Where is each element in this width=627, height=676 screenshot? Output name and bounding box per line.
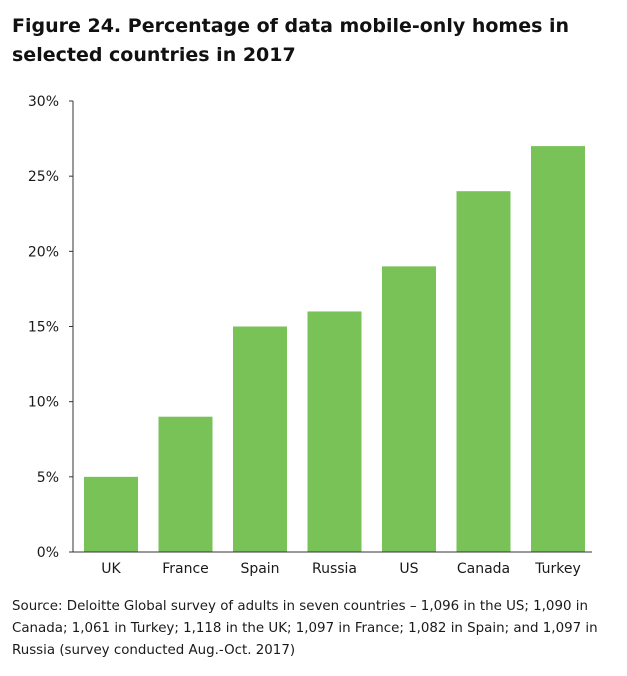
x-tick-label: Russia <box>312 561 357 577</box>
bar-turkey <box>531 146 585 552</box>
chart-title: Figure 24. Percentage of data mobile-onl… <box>12 15 570 66</box>
y-tick-label: 25% <box>28 169 59 185</box>
x-tick-label: Canada <box>457 561 510 577</box>
bar-canada <box>456 191 511 552</box>
source-note: Source: Deloitte Global survey of adults… <box>12 599 598 658</box>
x-axis-labels: UK France Spain Russia US Canada Turkey <box>101 561 581 577</box>
bar-spain <box>233 326 287 552</box>
y-tick-label: 5% <box>37 470 59 486</box>
bar-us <box>382 266 436 552</box>
x-tick-label: UK <box>101 561 121 577</box>
bar-france <box>158 416 213 552</box>
y-axis-ticks: 0% 5% 10% 15% 20% 25% 30% <box>28 94 73 561</box>
x-tick-label: France <box>162 561 209 577</box>
y-tick-label: 20% <box>28 244 59 260</box>
y-tick-label: 10% <box>28 395 59 411</box>
x-tick-label: US <box>399 561 418 577</box>
bar-uk <box>84 476 138 552</box>
y-tick-label: 15% <box>28 320 59 336</box>
y-tick-label: 0% <box>37 545 59 561</box>
x-tick-label: Spain <box>240 561 279 577</box>
bar-chart: 0%5%10%15%20%25%30% UK France Spain Russia U… <box>28 94 592 577</box>
y-tick-label: 30% <box>28 94 59 110</box>
x-tick-label: Turkey <box>534 561 581 577</box>
bars <box>84 146 585 552</box>
bar-russia <box>307 311 362 552</box>
